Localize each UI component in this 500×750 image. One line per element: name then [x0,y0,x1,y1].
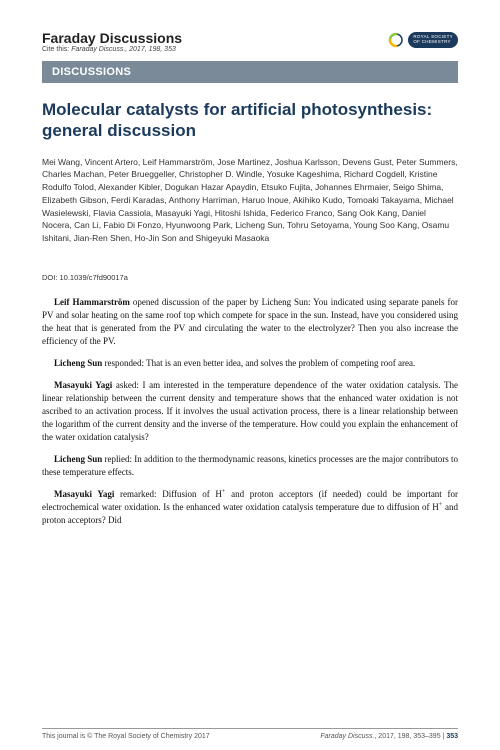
publisher-name: ROYAL SOCIETY OF CHEMISTRY [408,32,458,48]
discussion-paragraph: Licheng Sun replied: In addition to the … [42,453,458,479]
copyright: This journal is © The Royal Society of C… [42,733,210,740]
journal-name: Faraday Discussions [42,30,182,46]
cite-rest: Faraday Discuss., 2017, 198, 353 [71,46,176,53]
discussion-paragraph: Masayuki Yagi remarked: Diffusion of H+ … [42,488,458,527]
page-footer: This journal is © The Royal Society of C… [42,728,458,740]
paragraph-text: responded: That is an even better idea, … [102,358,415,368]
page-number: 353 [446,733,458,740]
cite-this: Cite this: Faraday Discuss., 2017, 198, … [42,46,182,53]
cite-prefix: Cite this: [42,46,69,53]
footer-citation: Faraday Discuss., 2017, 198, 353–395 | 3… [320,733,458,740]
paragraph-text: replied: In addition to the thermodynami… [42,454,458,477]
speaker-name: Masayuki Yagi [54,380,112,390]
speaker-name: Licheng Sun [54,454,102,464]
publisher-logo: ROYAL SOCIETY OF CHEMISTRY [385,30,458,50]
rsc-icon [385,30,405,50]
discussion-paragraph: Licheng Sun responded: That is an even b… [42,357,458,370]
doi: DOI: 10.1039/c7fd90017a [42,273,458,282]
speaker-name: Licheng Sun [54,358,102,368]
author-list: Mei Wang, Vincent Artero, Leif Hammarstr… [42,156,458,245]
footer-cite-rest: , 2017, 198, 353–395 | [374,733,446,740]
footer-journal-abbrev: Faraday Discuss. [320,733,374,740]
speaker-name: Leif Hammarström [54,297,130,307]
discussion-paragraph: Masayuki Yagi asked: I am interested in … [42,379,458,444]
discussion-paragraph: Leif Hammarström opened discussion of th… [42,296,458,348]
speaker-name: Masayuki Yagi [54,489,114,499]
section-bar: DISCUSSIONS [42,61,458,83]
discussion-body: Leif Hammarström opened discussion of th… [42,296,458,528]
article-title: Molecular catalysts for artificial photo… [42,99,458,142]
